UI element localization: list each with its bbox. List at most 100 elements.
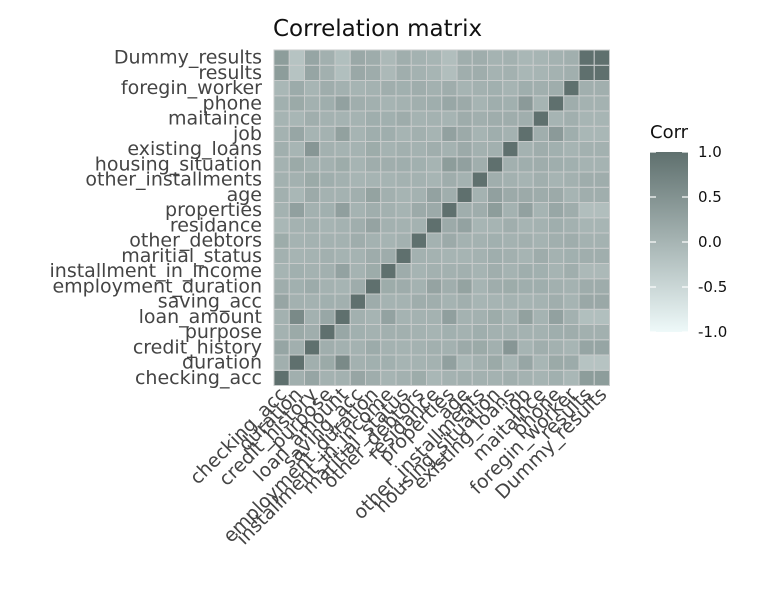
y-tick-label: existing_loans bbox=[127, 138, 262, 160]
heatmap-cell bbox=[304, 324, 321, 341]
heatmap-cell bbox=[517, 369, 534, 386]
heatmap-cell bbox=[502, 324, 519, 341]
heatmap-cell bbox=[395, 308, 412, 325]
heatmap-cell bbox=[517, 354, 534, 371]
heatmap-cell bbox=[273, 339, 290, 356]
heatmap-cell bbox=[456, 186, 473, 203]
heatmap-cell bbox=[365, 263, 382, 280]
heatmap-cell bbox=[334, 110, 351, 127]
heatmap-cell bbox=[441, 263, 458, 280]
heatmap-cell bbox=[273, 324, 290, 341]
heatmap-cell bbox=[273, 247, 290, 264]
heatmap-cell bbox=[517, 308, 534, 325]
heatmap-cell bbox=[548, 247, 565, 264]
heatmap-cell bbox=[487, 293, 504, 310]
heatmap-cell bbox=[410, 308, 427, 325]
heatmap-cell bbox=[349, 217, 366, 234]
heatmap-cell bbox=[288, 278, 305, 295]
heatmap-cell bbox=[578, 278, 595, 295]
heatmap-cell bbox=[304, 141, 321, 158]
heatmap-cell bbox=[334, 308, 351, 325]
heatmap-cell bbox=[395, 141, 412, 158]
heatmap-cell bbox=[334, 171, 351, 188]
heatmap-cell bbox=[563, 369, 580, 386]
heatmap-cell bbox=[319, 369, 336, 386]
heatmap-cell bbox=[532, 339, 549, 356]
heatmap-cell bbox=[426, 232, 443, 249]
heatmap-cell bbox=[426, 64, 443, 81]
heatmap-cell bbox=[593, 324, 610, 341]
y-tick-label: credit_history bbox=[133, 336, 262, 358]
legend-tick-label: 0.0 bbox=[698, 233, 722, 251]
heatmap-cell bbox=[410, 171, 427, 188]
heatmap-cell bbox=[334, 369, 351, 386]
heatmap-cell bbox=[563, 186, 580, 203]
heatmap-cell bbox=[471, 171, 488, 188]
heatmap-cell bbox=[395, 354, 412, 371]
heatmap-cell bbox=[548, 171, 565, 188]
heatmap-cell bbox=[563, 308, 580, 325]
heatmap-cell bbox=[288, 202, 305, 219]
heatmap-cell bbox=[563, 263, 580, 280]
heatmap-cell bbox=[593, 186, 610, 203]
heatmap-cell bbox=[502, 171, 519, 188]
heatmap-cell bbox=[456, 49, 473, 66]
heatmap-cell bbox=[349, 186, 366, 203]
heatmap-cell bbox=[471, 278, 488, 295]
y-tick-label: duration bbox=[182, 352, 262, 374]
heatmap-cell bbox=[487, 232, 504, 249]
y-axis-labels: checking_accdurationcredit_historypurpos… bbox=[50, 47, 263, 389]
heatmap-cell bbox=[502, 339, 519, 356]
heatmap-cell bbox=[304, 308, 321, 325]
heatmap-cell bbox=[304, 64, 321, 81]
heatmap-cell bbox=[304, 49, 321, 66]
heatmap-cell bbox=[563, 156, 580, 173]
heatmap-cell bbox=[517, 278, 534, 295]
heatmap-cell bbox=[395, 232, 412, 249]
heatmap-cell bbox=[349, 141, 366, 158]
legend-title: Corr bbox=[650, 122, 689, 143]
heatmap-cell bbox=[456, 202, 473, 219]
heatmap-cell bbox=[410, 80, 427, 97]
heatmap-cell bbox=[471, 247, 488, 264]
heatmap-cell bbox=[365, 232, 382, 249]
legend-tick-label: 0.5 bbox=[698, 188, 722, 206]
heatmap-cell bbox=[365, 80, 382, 97]
heatmap-cell bbox=[532, 217, 549, 234]
heatmap-cell bbox=[593, 308, 610, 325]
heatmap-cell bbox=[441, 171, 458, 188]
y-tick-label: foregin_worker bbox=[121, 77, 262, 99]
heatmap-cell bbox=[548, 49, 565, 66]
heatmap-cell bbox=[334, 324, 351, 341]
heatmap-cell bbox=[273, 186, 290, 203]
heatmap-cell bbox=[288, 369, 305, 386]
heatmap-cell bbox=[548, 293, 565, 310]
heatmap-cell bbox=[471, 80, 488, 97]
heatmap-cell bbox=[349, 263, 366, 280]
legend-colorbar bbox=[650, 152, 688, 332]
heatmap-cell bbox=[471, 95, 488, 112]
heatmap-cell bbox=[471, 369, 488, 386]
heatmap-cell bbox=[502, 354, 519, 371]
heatmap-cell bbox=[410, 232, 427, 249]
heatmap-cell bbox=[548, 324, 565, 341]
heatmap-cell bbox=[578, 49, 595, 66]
heatmap-cell bbox=[380, 369, 397, 386]
heatmap-cell bbox=[380, 95, 397, 112]
heatmap-cell bbox=[471, 186, 488, 203]
heatmap-cell bbox=[487, 49, 504, 66]
heatmap-cell bbox=[426, 80, 443, 97]
heatmap-cell bbox=[593, 125, 610, 142]
heatmap-cell bbox=[304, 232, 321, 249]
heatmap-cell bbox=[578, 202, 595, 219]
heatmap-cell bbox=[563, 49, 580, 66]
heatmap-cell bbox=[304, 125, 321, 142]
heatmap-cell bbox=[380, 186, 397, 203]
heatmap-cell bbox=[502, 110, 519, 127]
heatmap-cell bbox=[319, 141, 336, 158]
heatmap-cell bbox=[319, 308, 336, 325]
heatmap-cell bbox=[502, 202, 519, 219]
heatmap-cell bbox=[532, 110, 549, 127]
heatmap-cell bbox=[380, 64, 397, 81]
heatmap-cell bbox=[410, 369, 427, 386]
